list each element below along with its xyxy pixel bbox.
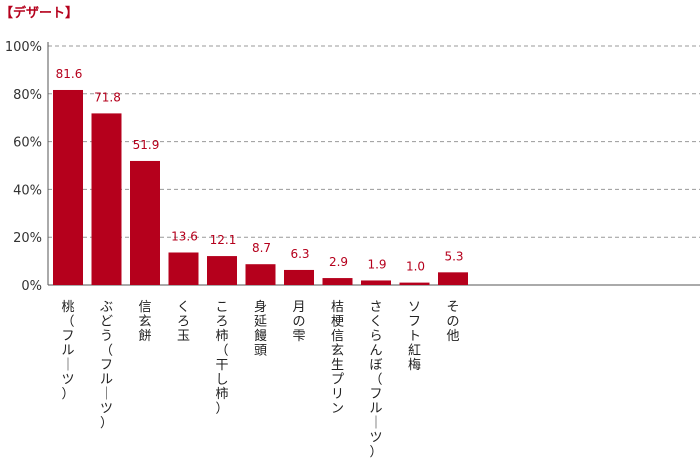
- category-label: 桃（フル｜ツ）: [61, 300, 74, 402]
- category-label: ソフト紅梅: [408, 300, 421, 373]
- label-layer: 81.6 桃（フル｜ツ） 71.8 ぶどう（フル｜ツ） 51.9 信玄餅 13.6 くろ玉 12…: [56, 67, 464, 460]
- category-label: 身延饅頭: [254, 299, 267, 359]
- bar: [438, 272, 468, 285]
- bar: [91, 113, 122, 285]
- bar: [53, 89, 83, 285]
- value-label: 2.9: [329, 255, 348, 269]
- y-tick-label: 60%: [13, 136, 42, 151]
- value-label: 6.3: [290, 247, 309, 261]
- bar: [284, 269, 314, 285]
- bar-layer: [53, 89, 468, 285]
- bar: [399, 282, 430, 285]
- bar: [130, 160, 160, 285]
- chart-title: 【デザート】: [0, 6, 79, 21]
- value-label: 71.8: [94, 90, 121, 104]
- bar: [207, 256, 237, 285]
- value-label: 8.7: [252, 241, 271, 255]
- value-label: 1.0: [406, 260, 425, 274]
- value-label: 5.3: [444, 249, 463, 263]
- y-tick-label: 0%: [21, 279, 42, 294]
- category-label: さくらんぼ（フル｜ツ）: [369, 300, 382, 460]
- category-label: ころ柿（干し柿）: [215, 300, 228, 417]
- y-tick-label: 80%: [13, 88, 42, 103]
- bar: [361, 280, 391, 285]
- value-label: 1.9: [367, 257, 386, 271]
- value-label: 51.9: [133, 138, 160, 152]
- category-label: 桔梗信玄生プリン: [331, 300, 344, 417]
- category-label: くろ玉: [177, 300, 190, 344]
- y-tick-label: 40%: [13, 183, 42, 198]
- bar: [322, 278, 353, 285]
- y-tick-label: 20%: [13, 231, 42, 246]
- category-label: 月の雫: [292, 300, 305, 344]
- value-label: 81.6: [56, 67, 83, 81]
- bar: [168, 252, 199, 285]
- category-label: ぶどう（フル｜ツ）: [100, 300, 113, 431]
- value-label: 13.6: [171, 229, 198, 243]
- bar: [245, 264, 276, 285]
- category-label: その他: [446, 300, 459, 344]
- y-tick-label: 100%: [5, 40, 42, 55]
- category-label: 信玄餅: [138, 300, 151, 344]
- value-label: 12.1: [210, 233, 237, 247]
